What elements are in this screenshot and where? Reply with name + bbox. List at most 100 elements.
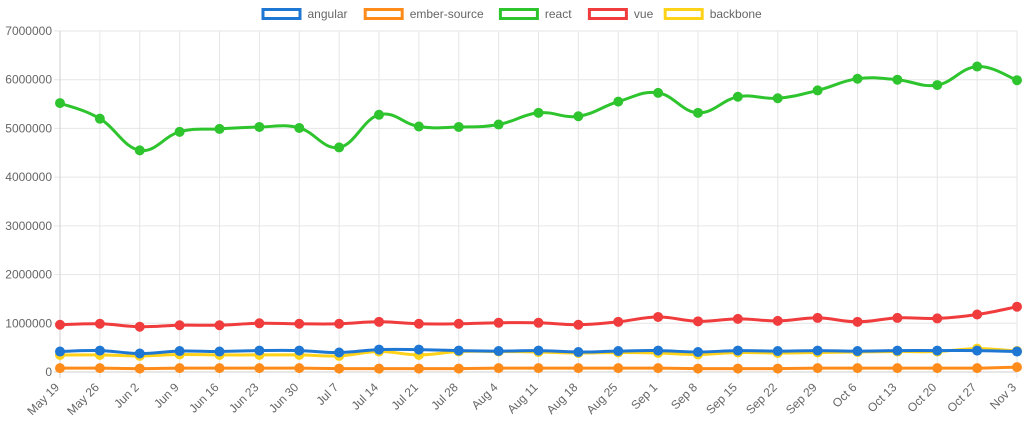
data-point-ember-source[interactable]: [892, 363, 903, 374]
data-point-ember-source[interactable]: [972, 363, 983, 374]
data-point-angular[interactable]: [573, 347, 584, 358]
data-point-angular[interactable]: [413, 344, 424, 355]
data-point-vue[interactable]: [972, 309, 983, 320]
data-point-react[interactable]: [134, 145, 145, 156]
data-point-angular[interactable]: [294, 345, 305, 356]
data-point-react[interactable]: [812, 85, 823, 96]
legend-item-angular[interactable]: angular: [261, 7, 348, 21]
data-point-vue[interactable]: [653, 311, 664, 322]
data-point-ember-source[interactable]: [812, 363, 823, 374]
data-point-react[interactable]: [693, 107, 703, 118]
data-point-angular[interactable]: [134, 348, 145, 359]
data-point-angular[interactable]: [892, 345, 903, 356]
data-point-angular[interactable]: [533, 345, 544, 356]
data-point-vue[interactable]: [693, 316, 703, 327]
data-point-angular[interactable]: [214, 346, 225, 357]
data-point-vue[interactable]: [573, 319, 584, 330]
data-point-ember-source[interactable]: [932, 363, 943, 374]
data-point-ember-source[interactable]: [134, 363, 145, 374]
data-point-vue[interactable]: [493, 317, 504, 328]
data-point-ember-source[interactable]: [374, 363, 384, 374]
data-point-react[interactable]: [453, 121, 464, 132]
data-point-react[interactable]: [55, 98, 65, 109]
data-point-vue[interactable]: [852, 316, 863, 327]
data-point-react[interactable]: [613, 96, 624, 107]
data-point-react[interactable]: [94, 113, 105, 124]
data-point-angular[interactable]: [932, 345, 943, 356]
data-point-vue[interactable]: [334, 318, 345, 329]
data-point-ember-source[interactable]: [214, 363, 225, 374]
data-point-vue[interactable]: [294, 318, 305, 329]
data-point-ember-source[interactable]: [174, 363, 185, 374]
data-point-ember-source[interactable]: [1012, 362, 1022, 373]
data-point-angular[interactable]: [453, 345, 464, 356]
data-point-react[interactable]: [413, 121, 424, 132]
data-point-vue[interactable]: [613, 316, 624, 327]
data-point-angular[interactable]: [493, 346, 504, 357]
data-point-react[interactable]: [533, 107, 544, 118]
data-point-angular[interactable]: [653, 345, 664, 356]
data-point-angular[interactable]: [254, 345, 265, 356]
data-point-vue[interactable]: [413, 318, 424, 329]
data-point-react[interactable]: [214, 123, 225, 134]
legend-item-react[interactable]: react: [498, 7, 572, 21]
data-point-vue[interactable]: [892, 312, 903, 323]
data-point-vue[interactable]: [932, 313, 943, 324]
data-point-ember-source[interactable]: [573, 363, 584, 374]
data-point-ember-source[interactable]: [852, 363, 863, 374]
data-point-react[interactable]: [852, 73, 863, 84]
data-point-angular[interactable]: [972, 345, 983, 356]
data-point-vue[interactable]: [55, 319, 65, 330]
data-point-react[interactable]: [374, 109, 384, 120]
data-point-vue[interactable]: [453, 318, 464, 329]
data-point-ember-source[interactable]: [493, 363, 504, 374]
data-point-ember-source[interactable]: [772, 363, 783, 374]
data-point-angular[interactable]: [693, 347, 703, 358]
data-point-react[interactable]: [174, 126, 185, 137]
data-point-vue[interactable]: [254, 318, 265, 329]
data-point-vue[interactable]: [174, 320, 185, 331]
data-point-react[interactable]: [932, 80, 943, 91]
data-point-ember-source[interactable]: [413, 363, 424, 374]
data-point-react[interactable]: [294, 122, 305, 133]
data-point-angular[interactable]: [772, 346, 783, 357]
data-point-ember-source[interactable]: [254, 363, 265, 374]
data-point-angular[interactable]: [174, 346, 185, 357]
data-point-ember-source[interactable]: [613, 363, 624, 374]
data-point-react[interactable]: [254, 121, 265, 132]
data-point-ember-source[interactable]: [732, 363, 743, 374]
data-point-react[interactable]: [732, 91, 743, 102]
data-point-ember-source[interactable]: [294, 363, 305, 374]
legend-item-vue[interactable]: vue: [587, 7, 654, 21]
data-point-ember-source[interactable]: [334, 363, 345, 374]
data-point-ember-source[interactable]: [453, 363, 464, 374]
data-point-vue[interactable]: [214, 320, 225, 331]
data-point-react[interactable]: [653, 87, 664, 98]
data-point-ember-source[interactable]: [533, 363, 544, 374]
data-point-angular[interactable]: [852, 346, 863, 357]
data-point-angular[interactable]: [334, 347, 345, 358]
data-point-angular[interactable]: [374, 344, 384, 355]
data-point-react[interactable]: [772, 93, 783, 104]
data-point-vue[interactable]: [1012, 301, 1022, 312]
data-point-angular[interactable]: [55, 346, 65, 357]
legend-item-ember-source[interactable]: ember-source: [363, 7, 484, 21]
data-point-vue[interactable]: [812, 312, 823, 323]
data-point-react[interactable]: [573, 111, 584, 122]
data-point-angular[interactable]: [732, 345, 743, 356]
data-point-angular[interactable]: [94, 345, 105, 356]
data-point-ember-source[interactable]: [693, 363, 703, 374]
data-point-vue[interactable]: [94, 318, 105, 329]
data-point-vue[interactable]: [772, 315, 783, 326]
data-point-angular[interactable]: [812, 345, 823, 356]
data-point-vue[interactable]: [732, 313, 743, 324]
data-point-ember-source[interactable]: [94, 363, 105, 374]
data-point-vue[interactable]: [533, 317, 544, 328]
data-point-ember-source[interactable]: [653, 363, 664, 374]
data-point-react[interactable]: [892, 74, 903, 85]
data-point-react[interactable]: [334, 142, 345, 153]
legend-item-backbone[interactable]: backbone: [663, 7, 762, 21]
data-point-react[interactable]: [1012, 75, 1022, 86]
data-point-angular[interactable]: [1012, 346, 1022, 357]
data-point-react[interactable]: [493, 119, 504, 130]
